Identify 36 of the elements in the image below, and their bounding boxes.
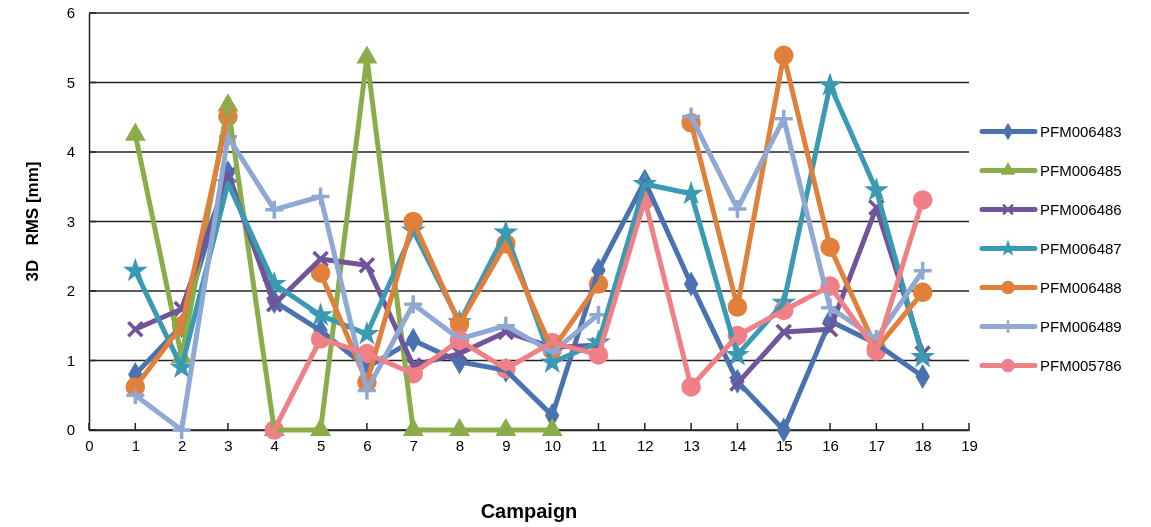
x-tick-label: 11 (591, 436, 607, 454)
x-tick-label: 17 (868, 436, 886, 454)
x-tick-label: 10 (544, 436, 561, 454)
x-tick-label: 15 (775, 436, 793, 454)
x-tick-label: 3 (224, 436, 233, 454)
y-tick-label: 5 (66, 73, 75, 91)
x-tick-label: 14 (729, 436, 747, 454)
y-axis-title: 3D RMS [mm] (23, 161, 42, 282)
x-tick-label: 7 (409, 436, 418, 454)
y-tick-label: 1 (66, 351, 75, 369)
x-tick-label: 4 (270, 436, 279, 454)
legend-label: PFM005786 (1040, 356, 1122, 374)
legend-label: PFM006486 (1040, 200, 1122, 218)
x-tick-label: 12 (636, 436, 654, 454)
legend-label: PFM006487 (1040, 239, 1122, 257)
x-tick-label: 0 (85, 436, 94, 454)
legend-label: PFM006485 (1040, 161, 1122, 179)
legend-label: PFM006488 (1040, 278, 1122, 296)
x-tick-label: 5 (316, 436, 326, 454)
x-tick-label: 16 (822, 436, 839, 454)
legend-label: PFM006489 (1040, 317, 1122, 335)
x-axis-title: Campaign (480, 500, 578, 522)
x-tick-label: 9 (502, 436, 511, 454)
x-tick-label: 8 (455, 436, 465, 454)
x-tick-label: 2 (177, 436, 187, 454)
legend-label: PFM006483 (1040, 122, 1122, 140)
y-tick-label: 6 (66, 4, 75, 22)
x-tick-label: 13 (683, 436, 700, 454)
x-tick-label: 1 (131, 436, 140, 454)
y-tick-label: 4 (66, 143, 75, 161)
y-tick-label: 3 (66, 212, 75, 230)
x-tick-label: 19 (961, 436, 978, 454)
x-tick-label: 6 (363, 436, 372, 454)
y-tick-label: 0 (66, 421, 75, 439)
y-tick-label: 2 (66, 282, 75, 300)
x-tick-label: 18 (914, 436, 932, 454)
